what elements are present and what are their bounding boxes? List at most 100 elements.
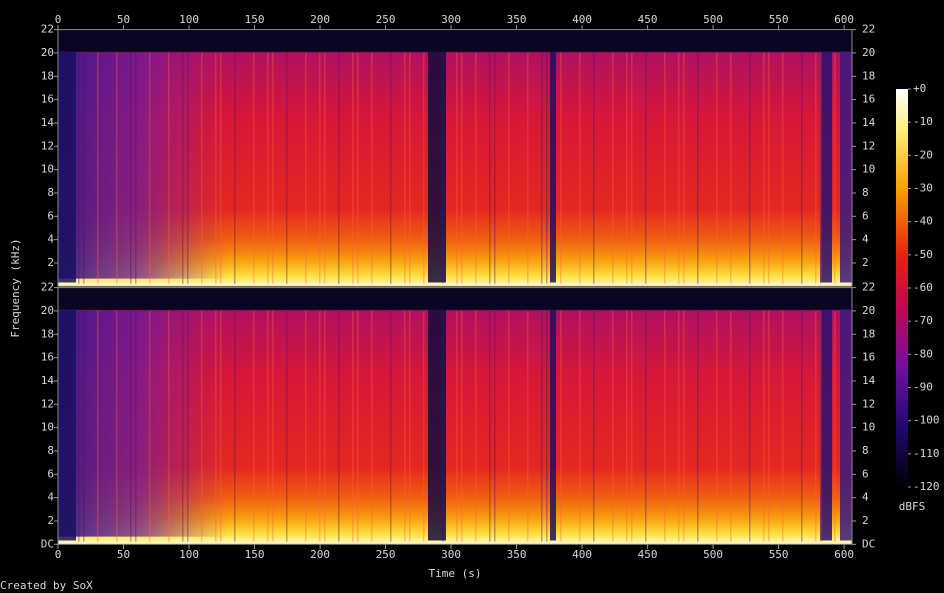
spectrogram-image — [253, 310, 255, 542]
x-tick-label: 200 — [310, 13, 330, 26]
y-tick-label: 14 — [41, 374, 55, 387]
spectrogram-image — [631, 310, 633, 542]
spectrogram-image — [357, 310, 359, 542]
spectrogram-image — [267, 52, 269, 284]
colorbar-tick-label: -10 — [913, 115, 933, 128]
x-tick-label: 100 — [179, 13, 199, 26]
spectrogram-image — [83, 310, 85, 542]
colorbar-tick-label: -80 — [913, 347, 933, 360]
colorbar-tick-label: -40 — [913, 215, 933, 228]
spectrogram-image — [763, 310, 765, 542]
spectrogram-image — [840, 51, 852, 283]
spectrogram-image — [815, 52, 817, 284]
y-tick-label: 12 — [862, 397, 875, 410]
x-tick-label: 450 — [638, 13, 658, 26]
spectrogram-image — [267, 310, 269, 542]
spectrogram-image — [593, 310, 595, 542]
spectrogram-image — [763, 52, 765, 284]
x-tick-label: 550 — [769, 13, 789, 26]
y-tick-label: DC — [862, 537, 875, 550]
colorbar-tick-label: -30 — [913, 182, 933, 195]
spectrogram-image — [442, 52, 444, 284]
spectrogram-image — [550, 51, 556, 283]
spectrogram-image — [461, 310, 463, 542]
spectrogram-image — [494, 310, 496, 542]
colorbar-tick-label: -20 — [913, 148, 933, 161]
x-tick-label: 300 — [441, 13, 461, 26]
x-tick-label: 600 — [834, 13, 854, 26]
spectrogram-image — [579, 310, 581, 542]
x-tick-label: 350 — [507, 13, 527, 26]
y-tick-label: 2 — [47, 256, 54, 269]
spectrogram-image — [428, 51, 446, 283]
y-tick-label: 16 — [41, 351, 54, 364]
y-tick-label: 2 — [862, 514, 869, 527]
plot-frame — [57, 29, 853, 287]
spectrogram-image — [253, 52, 255, 284]
y-tick-label: 20 — [41, 46, 54, 59]
spectrogram-image — [820, 51, 832, 283]
y-tick-label: 10 — [862, 421, 875, 434]
spectrogram-image — [768, 52, 770, 284]
spectrogram-image — [442, 310, 444, 542]
spectrogram-image — [645, 310, 647, 542]
spectrogram-image — [768, 310, 770, 542]
spectrogram-image — [182, 310, 184, 542]
spectrogram-image — [135, 52, 137, 284]
spectrogram-image — [272, 310, 274, 542]
spectrogram-image — [404, 310, 406, 542]
y-tick-label: 12 — [862, 139, 875, 152]
spectrogram-image — [130, 52, 132, 284]
y-tick-label: 10 — [862, 163, 875, 176]
footer: Created by SoX — [0, 579, 93, 592]
spectrogram-image — [782, 52, 784, 284]
spectrogram-image — [58, 309, 76, 541]
spectrogram-image — [371, 52, 373, 284]
spectrogram-image — [730, 52, 732, 284]
spectrogram-image — [149, 52, 151, 284]
y-tick-label: 18 — [862, 327, 875, 340]
spectrogram-image — [631, 52, 633, 284]
y-tick-label: 8 — [47, 444, 54, 457]
x-tick-label: 0 — [55, 548, 62, 561]
spectrogram-image — [683, 52, 685, 284]
spectrogram-image — [508, 310, 510, 542]
y-tick-label: 18 — [41, 327, 54, 340]
y-tick-label: 22 — [862, 23, 875, 36]
spectrogram-image — [456, 310, 458, 542]
y-tick-label: 16 — [862, 351, 875, 364]
y-tick-label: 16 — [862, 93, 875, 106]
y-tick-label: 2 — [862, 256, 869, 269]
spectrogram-image — [371, 310, 373, 542]
colorbar-tick-label: -70 — [913, 314, 933, 327]
spectrogram-image — [626, 52, 628, 284]
spectrogram-image — [645, 52, 647, 284]
spectrogram-image — [664, 310, 666, 542]
spectrogram-image — [409, 310, 411, 542]
y-tick-label: 8 — [47, 186, 54, 199]
spectrogram-image — [149, 310, 151, 542]
x-tick-label: 150 — [245, 548, 265, 561]
y-tick-label: 20 — [862, 46, 875, 59]
spectrogram-image — [130, 310, 132, 542]
y-tick-label: 16 — [41, 93, 54, 106]
spectrogram-image — [272, 52, 274, 284]
y-tick-label: 12 — [41, 139, 54, 152]
colorbar-tick-label: -120 — [913, 480, 940, 493]
spectrogram-image — [116, 52, 118, 284]
spectrogram-image — [220, 52, 222, 284]
spectrogram-image — [58, 310, 228, 537]
spectrogram-image — [815, 310, 817, 542]
spectrogram-image — [187, 310, 189, 542]
spectrogram-image — [664, 52, 666, 284]
spectrogram-image — [220, 310, 222, 542]
spectrogram-image — [201, 310, 203, 542]
spectrogram-image — [423, 52, 425, 284]
y-tick-label: 8 — [862, 444, 869, 457]
colorbar-tick-label: -90 — [913, 381, 933, 394]
y-tick-label: 4 — [47, 491, 54, 504]
y-axis-label: Frequency (kHz) — [9, 238, 22, 337]
spectrogram-image — [527, 310, 529, 542]
spectrogram-image — [579, 52, 581, 284]
spectrogram-image — [560, 52, 562, 284]
